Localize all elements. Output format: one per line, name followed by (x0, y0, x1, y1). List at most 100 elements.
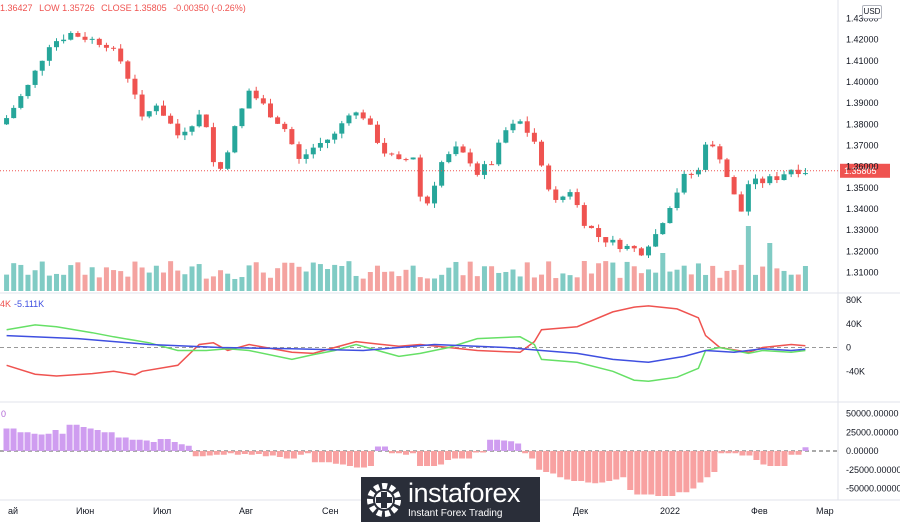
volume-bar (724, 270, 730, 291)
hist-bar (199, 451, 206, 457)
hist-bar (339, 451, 346, 465)
candle-body (18, 96, 24, 108)
candle-body (353, 112, 359, 116)
hist-bar (108, 432, 115, 451)
hist-bar (136, 439, 143, 451)
volume-bar (253, 262, 259, 291)
candle-body (374, 124, 380, 143)
hist-bar (381, 446, 388, 451)
hist-bar (522, 451, 529, 454)
candle-body (339, 123, 345, 134)
price-tick-label: 1.31000 (846, 267, 879, 277)
hist-bar (143, 440, 150, 451)
candle-body (417, 157, 423, 197)
candle-body (68, 32, 74, 40)
volume-bar (389, 271, 395, 291)
histogram-label: 0 (1, 409, 7, 419)
volume-bar (239, 277, 245, 291)
candle-body (75, 32, 81, 37)
candle-body (510, 123, 516, 131)
candle-body (246, 90, 252, 109)
volume-bar (139, 267, 145, 291)
hist-bar (248, 451, 255, 455)
candle-body (489, 164, 495, 166)
cot-tick-label: 40K (846, 319, 862, 329)
volume-bar (474, 276, 480, 291)
candle-body (596, 228, 602, 238)
volume-bar (289, 262, 295, 291)
candle-body (367, 118, 373, 125)
time-tick-label: Мар (816, 506, 834, 516)
candle-body (738, 194, 744, 212)
hist-bar (318, 451, 325, 463)
candle-body (474, 163, 480, 175)
volume-bar (745, 226, 751, 291)
candle-body (189, 126, 195, 132)
candle-body (325, 139, 331, 144)
volume-bar (89, 267, 95, 291)
volume-bar (18, 264, 24, 291)
hist-bar (585, 451, 592, 483)
price-tick-label: 1.39000 (846, 98, 879, 108)
hist-bar (122, 437, 129, 451)
hist-bar (52, 430, 59, 451)
candle-body (760, 178, 766, 184)
hist-bar (781, 451, 788, 466)
volume-bar (225, 273, 231, 291)
candle-body (218, 162, 224, 169)
candle-body (745, 184, 751, 212)
volume-bar (210, 276, 216, 291)
ohlc-open: 1.36427 (0, 3, 33, 13)
volume-bar (267, 277, 273, 291)
hist-bar (374, 446, 381, 451)
candle-body (410, 157, 416, 160)
volume-bar (260, 272, 266, 291)
hist-bar (599, 451, 606, 483)
hist-bar (171, 442, 178, 451)
volume-bar (802, 265, 808, 291)
volume-bar (132, 261, 138, 291)
logo-tagline: Instant Forex Trading (408, 508, 503, 519)
hist-bar (38, 434, 45, 451)
candle-body (667, 208, 673, 224)
hist-bar (241, 451, 248, 454)
hist-bar (178, 444, 185, 451)
candle-body (781, 174, 787, 181)
volume-bar (710, 265, 716, 291)
hist-bar (346, 451, 353, 466)
volume-bar (296, 266, 302, 291)
volume-bar (325, 269, 331, 291)
candle-body (82, 36, 88, 40)
candle-body (160, 105, 166, 116)
hist-bar (206, 451, 213, 456)
volume-bar (160, 272, 166, 291)
volume-bar (332, 264, 338, 291)
candle-body (203, 114, 209, 128)
candle-body (546, 165, 552, 190)
volume-bar (503, 271, 509, 291)
hist-bar (459, 451, 466, 459)
currency-button[interactable]: USD (862, 5, 882, 19)
hist-bar (431, 451, 438, 466)
hist-bar (185, 445, 192, 451)
candle-body (467, 152, 473, 164)
volume-bar (189, 266, 195, 291)
volume-bar (310, 262, 316, 291)
hist-bar (760, 451, 767, 465)
volume-bar (218, 270, 224, 291)
hist-bar (550, 451, 557, 474)
hist-bar (45, 433, 52, 451)
candle-body (588, 225, 594, 229)
volume-bar (275, 268, 281, 291)
hist-bar (402, 451, 410, 455)
volume-bar (39, 261, 45, 291)
price-tick-label: 1.35000 (846, 183, 879, 193)
candle-body (260, 98, 266, 104)
volume-bar (439, 274, 445, 291)
hist-bar (24, 432, 31, 451)
time-tick-label: Дек (573, 506, 588, 516)
volume-bar (681, 265, 687, 291)
hist-tick-label: -50000.00000 (846, 484, 900, 494)
candle-body (289, 129, 295, 145)
